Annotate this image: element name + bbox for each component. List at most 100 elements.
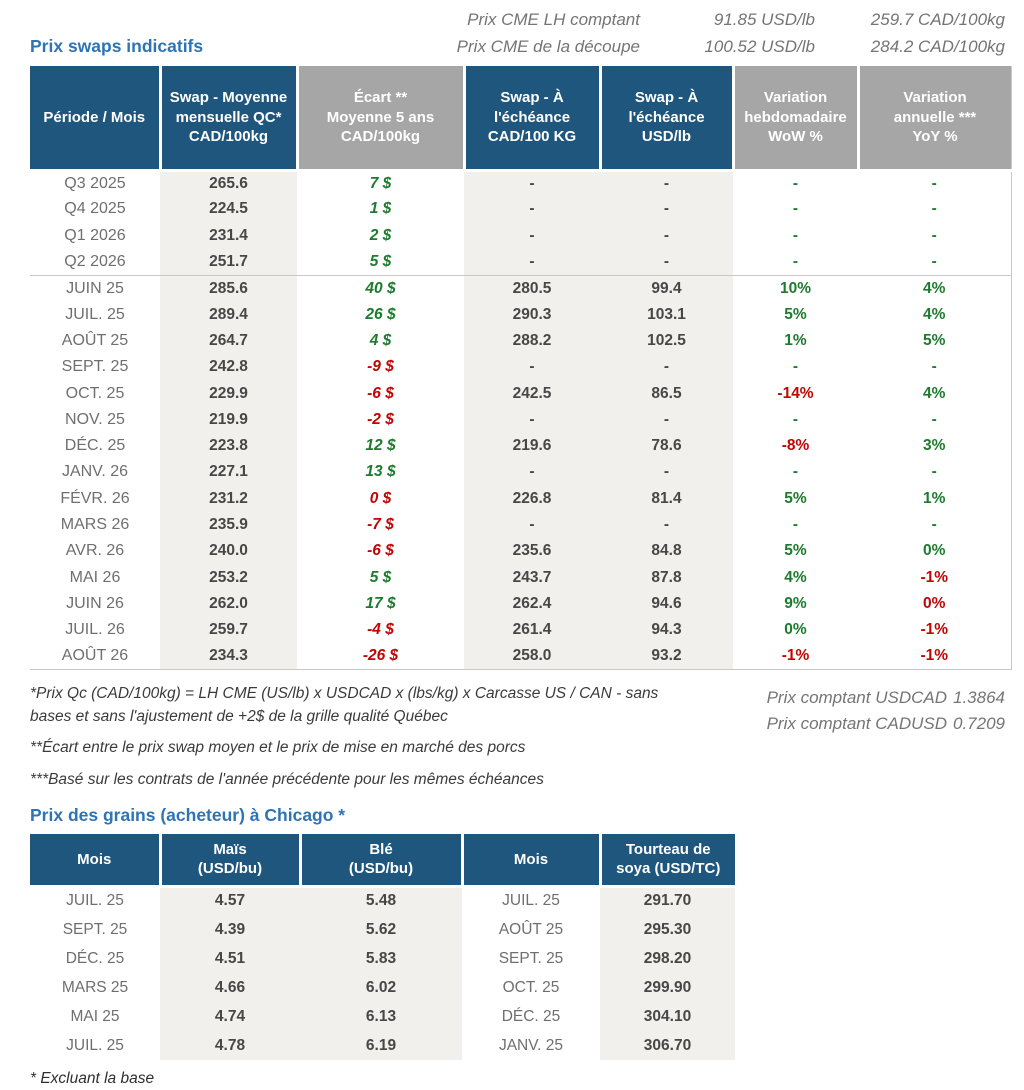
swap-maturity-usd-cell: 87.8 [600, 564, 733, 591]
period-cell: AOÛT 26 [30, 643, 160, 671]
swap-table-header: Période / Mois Swap - Moyenne mensuelle … [30, 66, 1012, 172]
soymeal-price-cell: 304.10 [600, 1002, 735, 1032]
swap-maturity-usd-cell: 86.5 [600, 380, 733, 407]
swap-maturity-cad-cell: 261.4 [464, 617, 600, 644]
period-cell: MARS 26 [60, 516, 130, 533]
ecart-cell: 40 $ [297, 274, 464, 302]
grain-table: Mois Maïs (USD/bu) Blé (USD/bu) Mois Tou… [30, 834, 735, 1061]
swap-maturity-cad-cell: 242.5 [464, 380, 600, 407]
swap-table-row: JUIL. 26 259.7 -4 $ 261.4 94.3 0% -1% [30, 617, 1012, 644]
month-left-cell: JUIL. 25 [66, 892, 124, 910]
swap-maturity-cad-cell: 288.2 [464, 327, 600, 355]
period-cell: AOÛT 25 [61, 331, 129, 349]
grain-table-row: SEPT. 25 4.39 5.62 AOÛT 25 295.30 [30, 915, 735, 945]
yoy-cell: -1% [858, 617, 1012, 644]
wow-cell: 4% [784, 568, 807, 586]
period-cell: NOV. 25 [65, 410, 125, 428]
wheat-price-cell: 5.83 [300, 944, 462, 974]
swap-maturity-cad-cell: - [464, 170, 600, 197]
swap-maturity-usd-cell: 99.4 [600, 274, 733, 302]
wow-cell: 9% [784, 594, 807, 612]
swap-average-cell: 224.5 [160, 196, 297, 223]
month-right-cell: JANV. 25 [498, 1036, 564, 1054]
yoy-cell: 4% [858, 380, 1012, 407]
grain-table-row: MAI 25 4.74 6.13 DÉC. 25 304.10 [30, 1002, 735, 1032]
swap-maturity-cad-cell: - [464, 248, 600, 276]
footnote-yoy: ***Basé sur les contrats de l'année préc… [30, 770, 544, 788]
corn-price-cell: 4.78 [160, 1031, 300, 1061]
yoy-cell: 0% [858, 590, 1012, 618]
soymeal-price-cell: 295.30 [600, 915, 735, 945]
grain-table-title: Prix des grains (acheteur) à Chicago * [30, 805, 346, 826]
wow-cell: - [792, 200, 799, 218]
swap-maturity-cad-cell: 262.4 [464, 590, 600, 618]
period-cell: JANV. 26 [61, 463, 129, 481]
swap-table-row: MAI 26 253.2 5 $ 243.7 87.8 4% -1% [30, 564, 1012, 591]
ecart-cell: -7 $ [367, 516, 394, 533]
ecart-cell: 2 $ [369, 226, 392, 244]
swap-average-cell: 251.7 [160, 248, 297, 276]
swap-maturity-usd-cell: 94.6 [600, 590, 733, 618]
swap-maturity-usd-cell: - [600, 196, 733, 223]
swap-maturity-cad-cell: - [464, 511, 600, 539]
wheat-price-cell: 6.19 [300, 1031, 462, 1061]
wow-cell: - [792, 226, 799, 244]
footnote-price-formula: *Prix Qc (CAD/100kg) = LH CME (US/lb) x … [30, 685, 659, 725]
period-cell: MAI 26 [69, 568, 121, 586]
column-header-month-left: Mois [30, 834, 160, 888]
swap-maturity-cad-cell: - [464, 222, 600, 249]
swap-table-row: OCT. 25 229.9 -6 $ 242.5 86.5 -14% 4% [30, 380, 1012, 407]
column-header-month-right: Mois [460, 834, 600, 888]
swap-maturity-usd-cell: - [600, 511, 733, 539]
swap-table-row: JANV. 26 227.1 13 $ - - - - [30, 459, 1012, 486]
wheat-price-cell: 5.48 [300, 886, 462, 916]
wheat-price-cell: 6.02 [300, 973, 462, 1003]
wow-cell: 5% [784, 489, 807, 507]
swap-table-row: Q1 2026 231.4 2 $ - - - - [30, 222, 1012, 249]
page-title: Prix swaps indicatifs [30, 36, 204, 56]
ecart-cell: 1 $ [369, 200, 392, 218]
period-cell: JUIN 25 [30, 274, 160, 302]
swap-table-row: JUIN 26 262.0 17 $ 262.4 94.6 9% 0% [30, 590, 1012, 618]
column-header-ecart: Écart ** Moyenne 5 ans CAD/100kg [295, 66, 464, 172]
swap-average-cell: 285.6 [160, 274, 297, 302]
ecart-cell: 17 $ [365, 594, 396, 612]
swap-maturity-usd-cell: - [600, 248, 733, 276]
yoy-cell: - [858, 222, 1012, 249]
swap-average-cell: 253.2 [160, 564, 297, 591]
swap-maturity-cad-cell: 219.6 [464, 432, 600, 460]
wow-cell: 1% [784, 331, 807, 349]
period-cell: OCT. 25 [65, 384, 125, 402]
swap-average-cell: 223.8 [160, 432, 297, 460]
yoy-cell: - [858, 511, 1012, 539]
ecart-cell: -6 $ [367, 384, 394, 402]
swap-maturity-cad-cell: 243.7 [464, 564, 600, 591]
cadusd-label: Prix comptant CADUSD [766, 714, 947, 734]
cme-lh-cad-value: 259.7 CAD/100kg [870, 10, 1005, 29]
swap-table-row: AOÛT 25 264.7 4 $ 288.2 102.5 1% 5% [30, 327, 1012, 355]
ecart-cell: -4 $ [367, 621, 394, 639]
month-right-cell: JUIL. 25 [502, 892, 560, 910]
swap-average-cell: 262.0 [160, 590, 297, 618]
yoy-cell: - [858, 406, 1012, 433]
period-cell: Q1 2026 [64, 226, 126, 244]
wow-cell: 5% [784, 305, 807, 323]
swap-maturity-cad-cell: - [464, 406, 600, 433]
swap-maturity-usd-cell: - [600, 170, 733, 197]
ecart-cell: 12 $ [365, 437, 396, 455]
cme-cutout-usd-value: 100.52 USD/lb [704, 37, 815, 56]
column-header-swap-maturity-usd: Swap - À l'échéance USD/lb [598, 66, 733, 172]
column-header-wheat: Blé (USD/bu) [298, 834, 462, 888]
column-header-swap-average: Swap - Moyenne mensuelle QC* CAD/100kg [158, 66, 297, 172]
yoy-cell: 1% [858, 485, 1012, 512]
swap-average-cell: 231.4 [160, 222, 297, 249]
footnote-ecart: **Écart entre le prix swap moyen et le p… [30, 739, 526, 757]
month-left-cell: DÉC. 25 [65, 949, 125, 967]
ecart-cell: 13 $ [365, 463, 396, 481]
wow-cell: 5% [784, 542, 807, 560]
corn-price-cell: 4.74 [160, 1002, 300, 1032]
swap-table-row: FÉVR. 26 231.2 0 $ 226.8 81.4 5% 1% [30, 485, 1012, 512]
grain-table-row: JUIL. 25 4.78 6.19 JANV. 25 306.70 [30, 1031, 735, 1061]
swap-average-cell: 231.2 [160, 485, 297, 512]
swap-table-body: Q3 2025 265.6 7 $ - - - - Q4 2025 224.5 1 $ - - - - Q1… [30, 170, 1012, 671]
